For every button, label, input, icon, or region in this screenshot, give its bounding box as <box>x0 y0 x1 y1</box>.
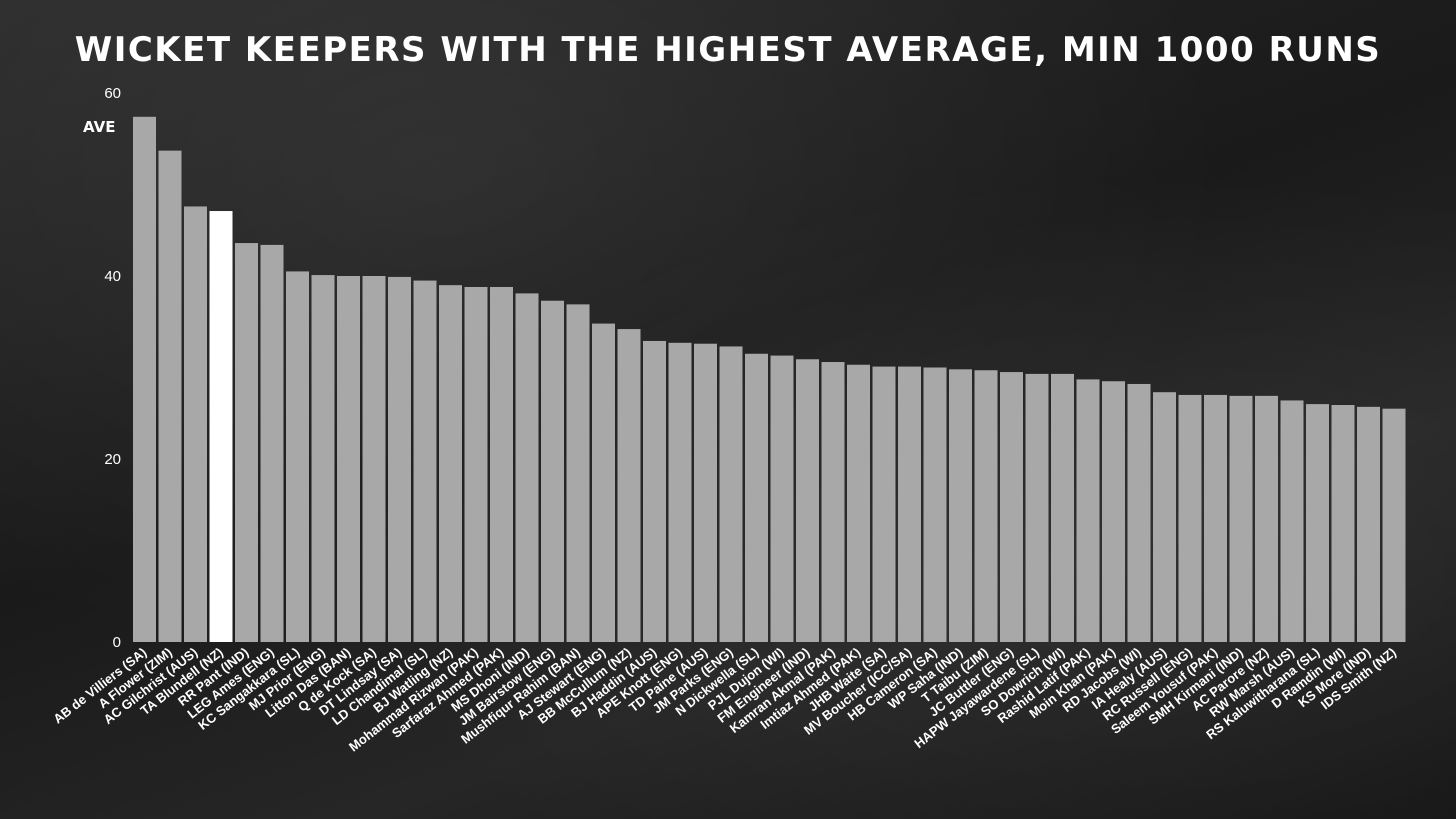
bar <box>923 367 947 642</box>
bar <box>311 275 335 642</box>
bars <box>133 116 1406 643</box>
bar <box>643 340 666 642</box>
bar <box>158 150 182 642</box>
bar <box>1051 373 1074 642</box>
bar <box>770 355 794 642</box>
y-axis-label: AVE <box>83 118 116 136</box>
bar <box>592 323 615 642</box>
x-axis-tick-labels: AB de Villiers (SA)A Flower (ZIM)AC Gilc… <box>50 645 1398 755</box>
bar-highlighted <box>209 211 233 642</box>
bar <box>1102 381 1125 642</box>
bar <box>1331 405 1355 642</box>
bar <box>1204 394 1227 642</box>
chart-title: Wicket keepers with the highest average,… <box>74 30 1382 70</box>
y-tick-label: 60 <box>104 85 121 102</box>
bar <box>1306 404 1329 642</box>
y-axis-ticks: 0 20 40 60 <box>104 85 121 651</box>
bar <box>260 244 284 642</box>
bar <box>388 276 411 642</box>
bar <box>847 364 870 642</box>
bar <box>362 276 386 642</box>
y-tick-label: 40 <box>104 268 121 285</box>
bar <box>490 286 513 642</box>
bar <box>796 359 819 642</box>
bar <box>1280 400 1304 642</box>
bar <box>1000 372 1023 642</box>
bar <box>286 271 309 642</box>
bar <box>617 329 641 642</box>
bar <box>133 116 156 643</box>
bar <box>694 343 717 642</box>
bar <box>745 353 768 642</box>
bar <box>464 286 488 642</box>
y-tick-label: 0 <box>113 634 121 651</box>
bar <box>566 304 590 642</box>
bar <box>1025 373 1049 642</box>
bar <box>719 346 743 642</box>
bar <box>1255 395 1278 642</box>
bar <box>413 280 437 642</box>
bar <box>974 370 998 642</box>
bar <box>1229 395 1253 642</box>
bar <box>668 342 692 642</box>
bar <box>1178 394 1202 642</box>
bar <box>821 362 845 642</box>
bar <box>872 366 896 642</box>
bar <box>1076 379 1100 642</box>
bar <box>515 293 539 642</box>
bar <box>949 369 972 642</box>
bar <box>541 300 564 642</box>
bar <box>337 276 360 642</box>
bar <box>1382 408 1406 642</box>
bar <box>184 206 207 642</box>
bar <box>898 366 921 642</box>
bar <box>439 285 462 642</box>
bar <box>1127 383 1151 642</box>
bar <box>1357 406 1380 642</box>
bar <box>1153 392 1176 642</box>
y-tick-label: 20 <box>104 451 121 468</box>
bar <box>235 243 258 642</box>
